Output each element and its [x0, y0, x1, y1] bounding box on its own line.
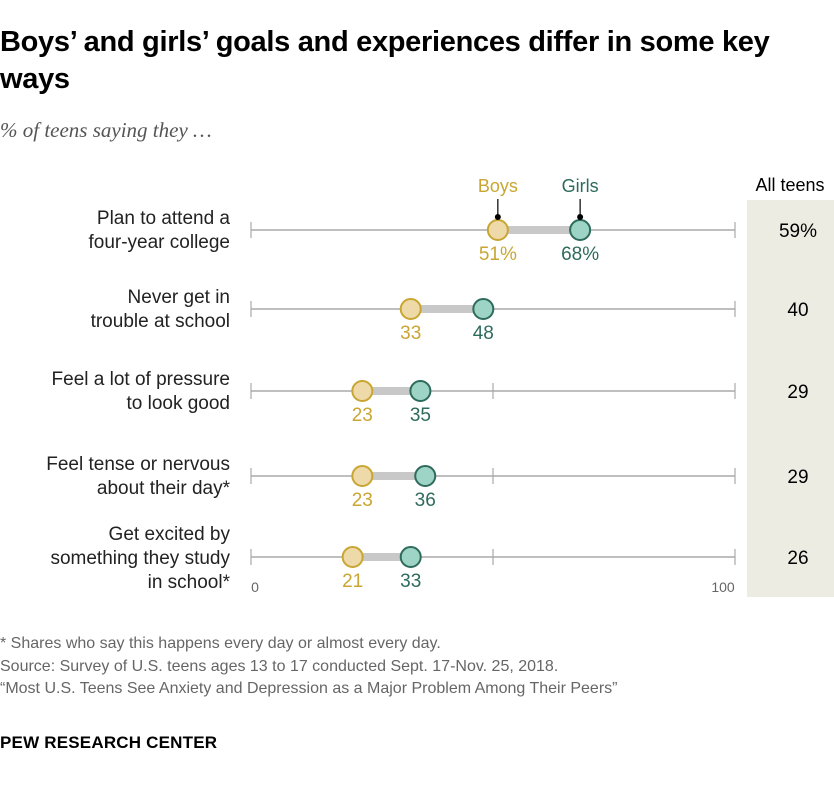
- boys-value-label: 21: [342, 571, 363, 592]
- girls-dot: [472, 298, 495, 320]
- boys-value-label: 33: [400, 323, 421, 344]
- category-label: Plan to attend a: [97, 208, 231, 229]
- boys-dot: [341, 546, 364, 568]
- girls-value-label: 68%: [561, 244, 599, 265]
- girls-legend-label: Girls: [562, 176, 599, 196]
- boys-dot: [351, 380, 374, 402]
- girls-value-label: 48: [473, 323, 494, 344]
- chart-title: Boys’ and girls’ goals and experiences d…: [0, 26, 770, 95]
- category-label: Feel tense or nervous: [46, 454, 230, 475]
- boys-dot: [351, 465, 374, 487]
- boys-legend-label: Boys: [478, 176, 518, 196]
- category-label: Get excited by: [109, 524, 231, 545]
- boys-value-label: 51%: [479, 244, 517, 265]
- category-label: Feel a lot of pressure: [52, 369, 230, 390]
- girls-value-label: 36: [415, 490, 436, 511]
- category-label: four-year college: [88, 232, 230, 253]
- all-teens-value: 59%: [779, 221, 817, 242]
- girls-dot: [414, 465, 437, 487]
- chart-subtitle: % of teens saying they …: [0, 118, 212, 142]
- all-teens-value: 26: [787, 548, 808, 569]
- footnote: * Shares who say this happens every day …: [0, 635, 441, 652]
- boys-dot: [486, 219, 509, 241]
- category-label: trouble at school: [91, 311, 230, 332]
- legend-leader-dot: [577, 214, 584, 220]
- category-label: something they study: [50, 548, 230, 569]
- chart-notes: * Shares who say this happens every day …: [0, 633, 617, 701]
- girls-value-label: 35: [410, 405, 431, 426]
- category-label: about their day*: [97, 478, 231, 499]
- x-tick-label: 100: [711, 579, 735, 595]
- category-label: Never get in: [128, 287, 230, 308]
- all-teens-value: 40: [787, 300, 808, 321]
- girls-dot: [399, 546, 422, 568]
- boys-value-label: 23: [352, 490, 373, 511]
- source-note: Source: Survey of U.S. teens ages 13 to …: [0, 657, 559, 675]
- legend-leader-dot: [494, 214, 501, 220]
- girls-dot: [569, 219, 592, 241]
- boys-value-label: 23: [352, 405, 373, 426]
- all-teens-column-bg: [747, 200, 834, 597]
- report-title-note: “Most U.S. Teens See Anxiety and Depress…: [0, 680, 618, 697]
- all-teens-value: 29: [787, 467, 808, 488]
- x-tick-label: 0: [251, 579, 259, 595]
- all-teens-value: 29: [787, 382, 808, 403]
- brand-logo-text: PEW RESEARCH CENTER: [0, 733, 218, 752]
- category-label: to look good: [126, 393, 230, 414]
- boys-dot: [399, 298, 422, 320]
- category-label: in school*: [148, 572, 231, 593]
- all-teens-header: All teens: [755, 175, 824, 195]
- girls-value-label: 33: [400, 571, 421, 592]
- girls-dot: [409, 380, 432, 402]
